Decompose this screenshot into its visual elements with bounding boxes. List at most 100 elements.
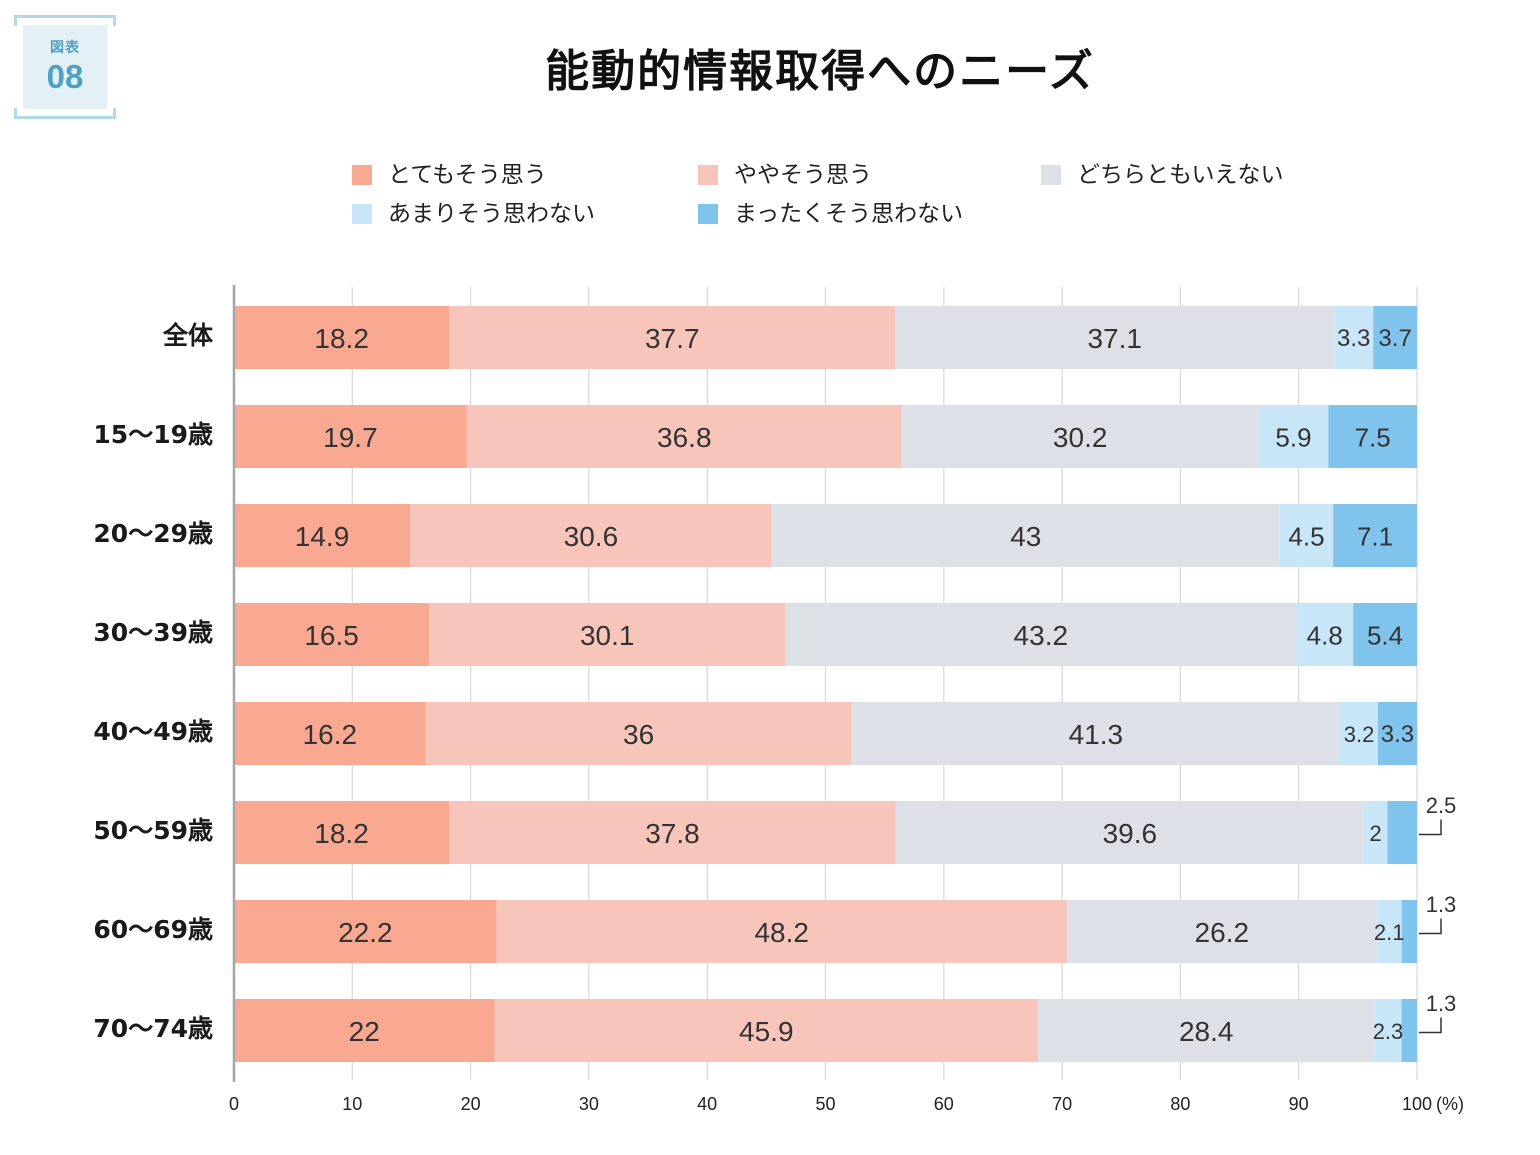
category-labels: 全体 15〜19歳 20〜29歳 30〜39歳 40〜49歳 50〜59歳 60〜69歳 70… (93, 321, 214, 1043)
bar-segment (234, 306, 450, 369)
bar-segment (1334, 306, 1374, 369)
category-label: 全体 (162, 321, 214, 350)
figure-badge: 図表 08 (14, 15, 116, 119)
data-label: 14.9 (295, 521, 350, 552)
badge-fill: 図表 08 (23, 25, 107, 109)
leader-line (1419, 1017, 1442, 1034)
x-tick-label: 20 (461, 1094, 481, 1114)
category-label: 30〜39歳 (93, 618, 213, 647)
bar-segment (1296, 603, 1354, 666)
data-label: 37.7 (645, 323, 700, 354)
bar-segment (234, 999, 495, 1062)
data-label: 3.2 (1344, 722, 1375, 747)
data-label: 3.3 (1337, 325, 1370, 352)
data-label: 26.2 (1195, 917, 1250, 948)
bar-segment (1333, 504, 1417, 567)
data-labels: 18.2 37.7 37.1 3.3 3.7 19.7 36.8 30.2 5.9 7.5 14.9… (295, 323, 1457, 1047)
bar-segment (901, 405, 1259, 468)
category-label: 70〜74歳 (93, 1014, 213, 1043)
data-label: 30.1 (580, 620, 635, 651)
bar-segment (234, 504, 411, 567)
category-label: 40〜49歳 (93, 717, 213, 746)
legend-item-strongly-agree: とてもそう思う (352, 162, 547, 188)
data-label: 36.8 (657, 422, 712, 453)
data-label: 48.2 (754, 917, 809, 948)
bar-segment (1353, 603, 1417, 666)
chart-title: 能動的情報取得へのニーズ (545, 46, 1095, 97)
data-label: 36 (623, 719, 654, 750)
bar-segment (234, 801, 450, 864)
bar-segment (410, 504, 772, 567)
data-label: 30.2 (1053, 422, 1108, 453)
bar-segment (234, 603, 430, 666)
data-label: 45.9 (739, 1016, 794, 1047)
leader-line (1419, 819, 1442, 836)
bar-segment (425, 702, 852, 765)
bar-segment (1340, 702, 1378, 765)
data-label: 19.7 (323, 422, 378, 453)
data-label: 2.5 (1426, 793, 1457, 818)
category-label: 20〜29歳 (93, 519, 213, 548)
legend-label: どちらともいえない (1077, 162, 1284, 188)
bar-segment (1373, 306, 1417, 369)
data-label: 22 (349, 1016, 380, 1047)
x-axis-ticks: 0 10 20 30 40 50 60 70 80 90 100 (229, 1094, 1432, 1114)
data-label: 37.1 (1087, 323, 1142, 354)
bar-segment (1066, 900, 1377, 963)
data-label: 18.2 (314, 323, 369, 354)
x-tick-label: 60 (934, 1094, 954, 1114)
legend-swatch (352, 204, 372, 224)
bar-segment (494, 999, 1039, 1062)
category-label: 15〜19歳 (93, 420, 213, 449)
bar-segment (234, 702, 426, 765)
x-tick-label: 40 (697, 1094, 717, 1114)
x-tick-label: 90 (1289, 1094, 1309, 1114)
badge-label: 図表 (50, 40, 80, 56)
data-label: 2.3 (1373, 1019, 1404, 1044)
bar-segment (1038, 999, 1375, 1062)
legend-swatch (352, 165, 372, 185)
legend-swatch (698, 204, 718, 224)
bar-segment (429, 603, 786, 666)
data-label: 3.7 (1378, 325, 1411, 352)
data-label: 4.5 (1288, 522, 1324, 552)
data-label: 5.9 (1275, 423, 1311, 453)
legend-label: まったくそう思わない (734, 201, 964, 227)
data-label: 16.2 (303, 719, 358, 750)
bar-segment (466, 405, 902, 468)
x-tick-label: 100 (1402, 1094, 1432, 1114)
data-label: 41.3 (1069, 719, 1124, 750)
bar-segment (449, 801, 896, 864)
data-label: 16.5 (304, 620, 359, 651)
legend-item-strongly-disagree: まったくそう思わない (698, 201, 963, 227)
bar-segment (895, 306, 1335, 369)
category-label: 60〜69歳 (93, 915, 213, 944)
bar-segment (1376, 900, 1402, 963)
bar-segment (1258, 405, 1329, 468)
legend-swatch (1041, 165, 1061, 185)
bar-segment (895, 801, 1364, 864)
legend-swatch (698, 165, 718, 185)
bar-segment (1363, 801, 1388, 864)
x-axis-unit-label: (%) (1436, 1094, 1464, 1114)
bar-segment (1374, 999, 1402, 1062)
badge-corner (113, 18, 116, 26)
data-label: 28.4 (1179, 1016, 1234, 1047)
data-label: 1.3 (1426, 991, 1457, 1016)
legend-label: とてもそう思う (388, 162, 547, 188)
data-label: 4.8 (1307, 621, 1343, 651)
bar-segment (851, 702, 1341, 765)
data-label: 2.1 (1374, 920, 1405, 945)
legend-item-neutral: どちらともいえない (1041, 162, 1284, 188)
legend-item-somewhat-disagree: あまりそう思わない (352, 201, 595, 227)
bar-segment (1401, 900, 1417, 963)
bar-segment (1328, 405, 1417, 468)
data-label: 39.6 (1103, 818, 1158, 849)
bar-segment (234, 900, 497, 963)
data-label: 3.3 (1381, 721, 1414, 748)
bars (234, 306, 1417, 1062)
badge-corner (113, 108, 116, 116)
bar-segment (1377, 702, 1417, 765)
